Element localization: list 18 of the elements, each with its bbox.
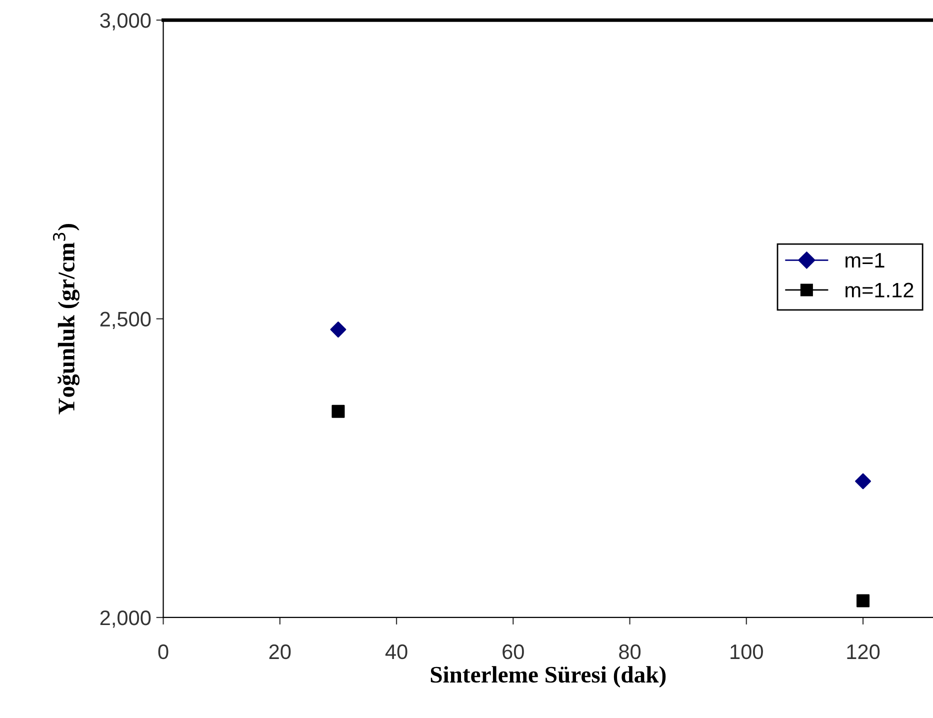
x-tick-label: 0: [158, 644, 168, 660]
legend-label: m=1.12: [846, 282, 914, 298]
y-tick-label: 2,500: [100, 312, 151, 330]
point: [855, 473, 872, 490]
legend-label: m=1: [846, 253, 884, 268]
point: [856, 594, 870, 608]
point: [330, 322, 346, 338]
x-tick-label: 20: [269, 644, 291, 660]
y-axis-title: Yoğunluk (gr/cm$^{3}$): [52, 224, 80, 414]
x-tick-label: 80: [619, 644, 641, 660]
x-axis-title: Sinterleme Süresi (dak): [430, 666, 666, 688]
x-tick-label: 120: [847, 644, 880, 660]
point: [332, 404, 345, 418]
x-tick-label: 40: [385, 644, 408, 660]
y-tick-label: 2,000: [100, 610, 151, 628]
x-tick-label: 60: [502, 644, 524, 660]
y-tick-label: 3,000: [100, 13, 151, 30]
x-tick-label: 100: [730, 644, 763, 660]
